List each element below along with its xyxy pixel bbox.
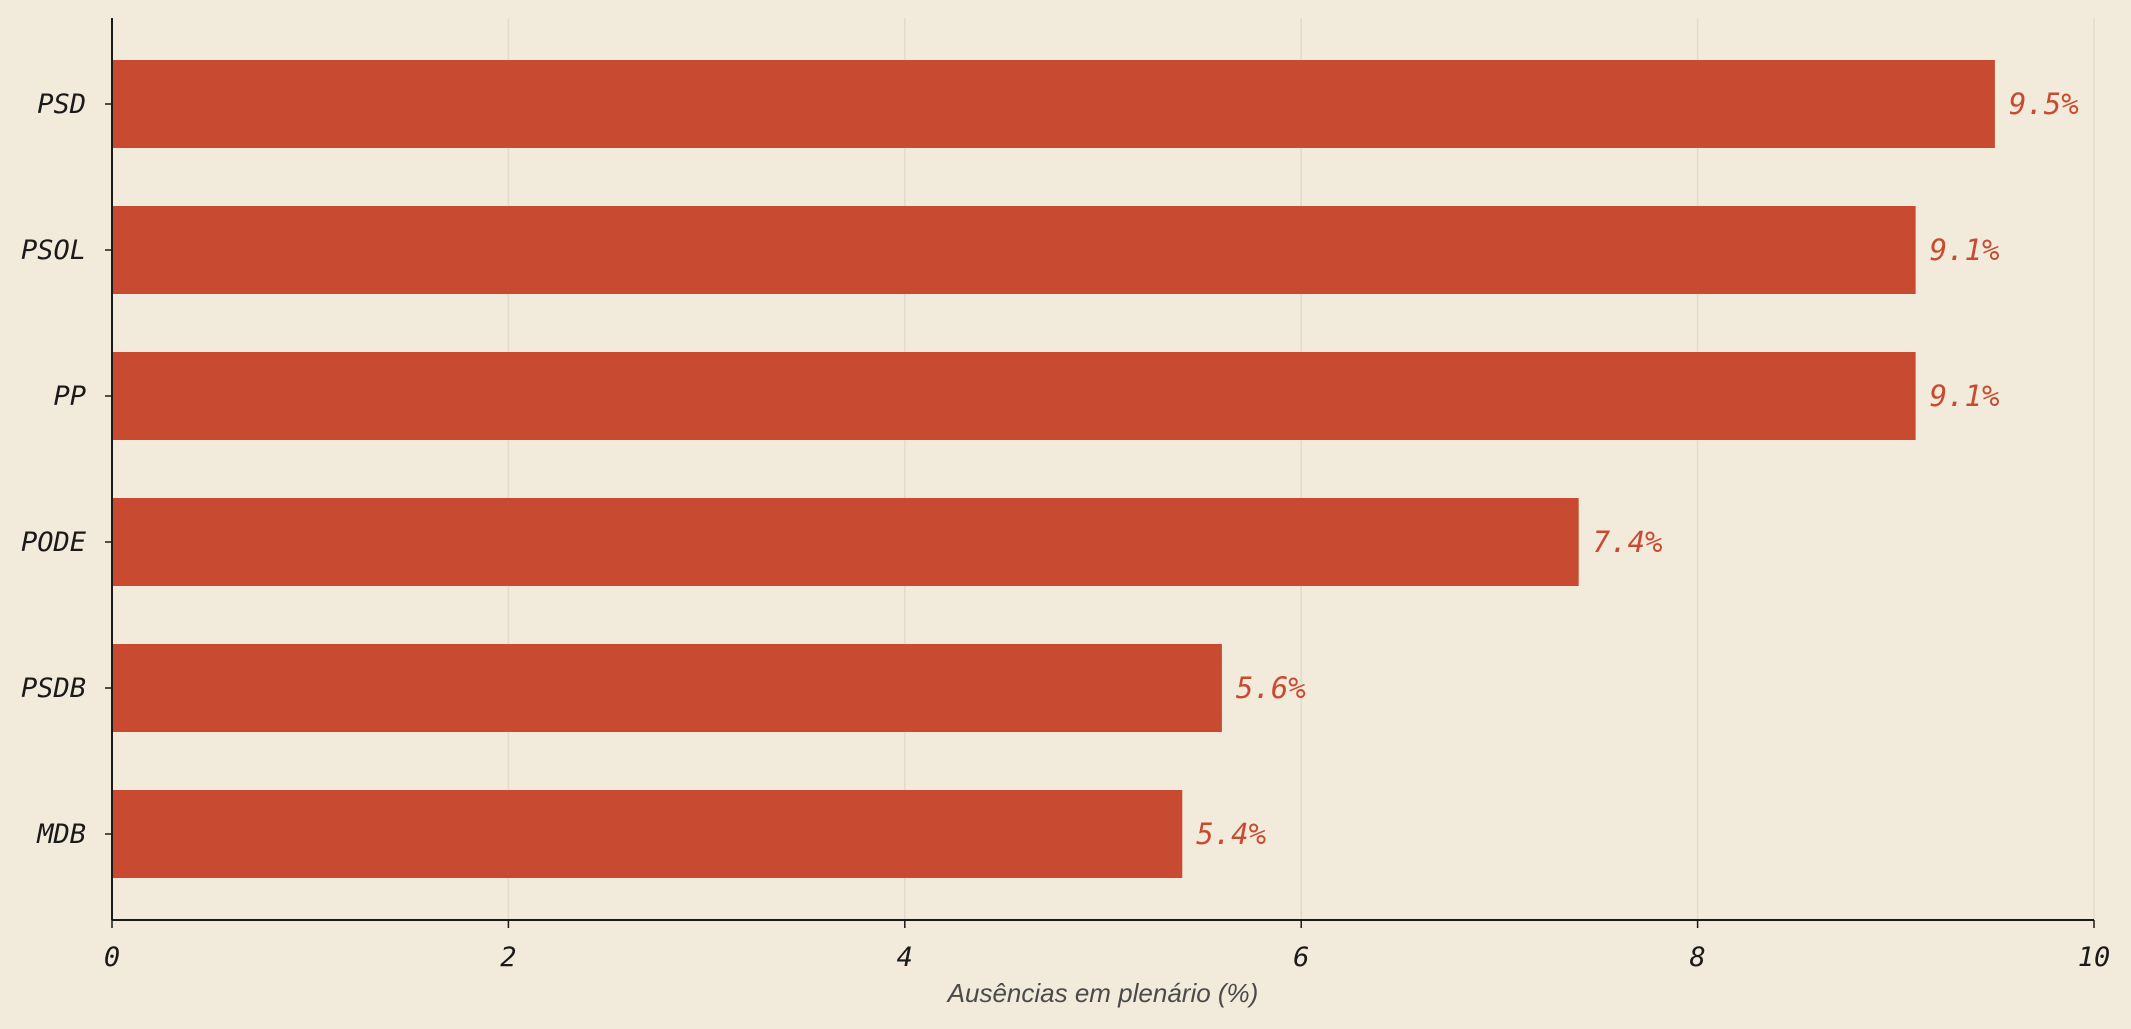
x-tick-label: 6 xyxy=(1293,942,1309,973)
category-label-pp: PP xyxy=(53,381,86,412)
bar-psdb xyxy=(112,644,1222,732)
category-label-psol: PSOL xyxy=(21,235,86,266)
bar-psol xyxy=(112,206,1916,294)
category-label-psd: PSD xyxy=(37,89,86,120)
value-label-pode: 7.4% xyxy=(1593,525,1663,559)
value-label-mdb: 5.4% xyxy=(1196,817,1266,851)
grid-lines xyxy=(507,18,2095,920)
category-label-pode: PODE xyxy=(21,527,87,558)
value-label-psdb: 5.6% xyxy=(1236,671,1306,705)
bars xyxy=(112,60,1995,878)
value-label-psd: 9.5% xyxy=(2009,87,2079,121)
x-axis-title: Ausências em plenário (%) xyxy=(946,978,1259,1008)
category-label-psdb: PSDB xyxy=(21,673,86,704)
x-tick-label: 0 xyxy=(104,942,120,973)
bar-pp xyxy=(112,352,1916,440)
labels: 9.5% PSD 9.1% PSOL 9.1% PP 7.4% PODE 5.6% PSDB 5.4… xyxy=(21,87,2110,973)
bar-mdb xyxy=(112,790,1183,878)
value-label-psol: 9.1% xyxy=(1930,233,2000,267)
bar-psd xyxy=(112,60,1995,148)
value-label-pp: 9.1% xyxy=(1930,379,2000,413)
category-label-mdb: MDB xyxy=(36,819,86,850)
x-tick-label: 2 xyxy=(500,942,516,973)
x-tick-label: 10 xyxy=(2078,942,2111,973)
x-tick-label: 4 xyxy=(897,942,913,973)
bar-pode xyxy=(112,498,1579,586)
x-tick-label: 8 xyxy=(1689,942,1705,973)
axes xyxy=(105,18,2095,928)
